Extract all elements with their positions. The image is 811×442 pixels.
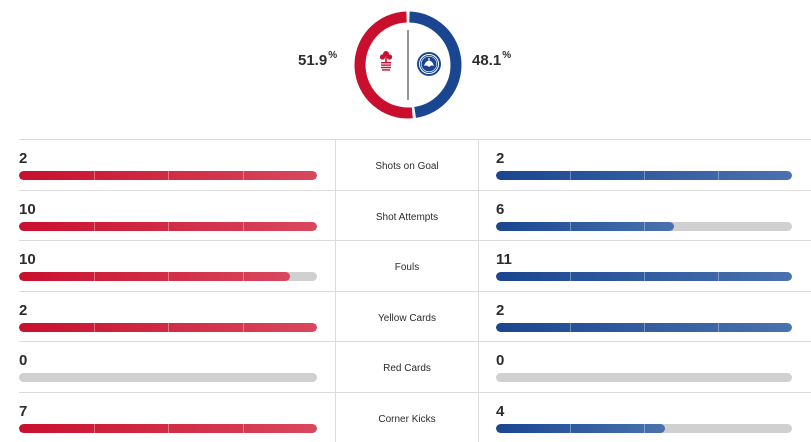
home-stat-value: 2 [19, 301, 28, 319]
away-stat-value: 2 [496, 301, 505, 319]
home-stat-value: 7 [19, 402, 28, 420]
bar-segment-divider [168, 322, 169, 332]
bar-segment-divider [168, 272, 169, 281]
stat-label: Corner Kicks [335, 392, 479, 442]
possession-section: 51.9% 48.1% [0, 0, 811, 130]
home-stat-bar-fill [19, 221, 317, 231]
bar-segment-divider [93, 423, 95, 433]
away-stat-bar-fill [496, 171, 792, 180]
home-stat-value: 10 [19, 200, 36, 218]
home-stat-bar-fill [19, 322, 317, 332]
bar-segment-divider [644, 272, 645, 281]
stat-row: 7 Corner Kicks 4 [19, 391, 811, 442]
bar-segment-divider [242, 322, 244, 332]
bar-segment-divider [242, 171, 244, 180]
stat-row: 10 Shot Attempts 6 [19, 189, 811, 240]
bar-segment-divider [242, 221, 244, 231]
bar-segment-divider [93, 322, 95, 332]
stat-label: Shots on Goal [335, 140, 479, 190]
away-stat-value: 4 [496, 402, 505, 420]
away-stat-bar [496, 221, 792, 231]
bar-segment-divider [718, 322, 719, 332]
match-stats-table: 2 Shots on Goal 2 10 Shot Attempts 6 10 Fouls 11… [19, 139, 811, 442]
stat-row: 2 Shots on Goal 2 [19, 139, 811, 190]
home-stat-bar [19, 171, 317, 180]
home-stat-value: 0 [19, 352, 28, 369]
away-possession-arc [409, 11, 462, 118]
away-stat-value: 2 [496, 150, 505, 167]
possession-donut-chart [354, 11, 462, 119]
chelsea-crest-icon [417, 52, 441, 76]
home-stat-bar-fill [19, 272, 290, 281]
bar-segment-divider [570, 221, 571, 231]
nottingham-forest-crest-icon [379, 51, 393, 71]
bar-segment-divider [570, 322, 571, 332]
stat-label: Yellow Cards [335, 291, 479, 341]
home-stat-value: 2 [19, 150, 28, 167]
home-stat-bar [19, 423, 317, 433]
away-stat-bar-fill [496, 423, 666, 433]
bar-segment-divider [93, 171, 95, 180]
bar-segment-divider [718, 272, 719, 281]
away-stat-bar [496, 322, 792, 332]
away-stat-bar-fill [496, 322, 792, 332]
stat-row: 10 Fouls 11 [19, 240, 811, 291]
home-stat-bar [19, 322, 317, 332]
bar-segment-divider [644, 423, 645, 433]
bar-segment-divider [718, 171, 719, 180]
bar-segment-divider [168, 221, 169, 231]
away-stat-value: 11 [496, 251, 512, 268]
bar-segment-divider [570, 423, 571, 433]
bar-segment-divider [168, 423, 169, 433]
bar-segment-divider [570, 171, 571, 180]
away-stat-bar [496, 373, 792, 382]
bar-segment-divider [93, 221, 95, 231]
home-stat-value: 10 [19, 251, 36, 268]
away-stat-value: 6 [496, 200, 505, 218]
bar-segment-divider [242, 272, 244, 281]
away-stat-bar [496, 171, 792, 180]
stat-label: Fouls [335, 241, 479, 291]
bar-segment-divider [242, 423, 244, 433]
home-stat-bar-fill [19, 171, 317, 180]
bar-segment-divider [93, 272, 95, 281]
home-possession-arc [354, 11, 413, 119]
away-stat-bar [496, 423, 792, 433]
stat-label: Shot Attempts [335, 190, 479, 240]
away-possession: 48.1% [472, 50, 512, 69]
home-stat-bar-fill [19, 423, 317, 433]
home-stat-bar [19, 373, 317, 382]
away-stat-bar-fill [496, 221, 674, 231]
away-stat-bar [496, 272, 792, 281]
bar-segment-divider [644, 221, 645, 231]
home-possession: 51.9% [298, 50, 338, 69]
bar-segment-divider [644, 171, 645, 180]
home-stat-bar [19, 221, 317, 231]
stat-row: 0 Red Cards 0 [19, 341, 811, 392]
bar-segment-divider [644, 322, 645, 332]
home-stat-bar [19, 272, 317, 281]
stat-row: 2 Yellow Cards 2 [19, 290, 811, 341]
bar-segment-divider [168, 171, 169, 180]
away-stat-bar-fill [496, 272, 792, 281]
stat-label: Red Cards [335, 342, 479, 392]
away-stat-value: 0 [496, 352, 505, 369]
bar-segment-divider [570, 272, 571, 281]
